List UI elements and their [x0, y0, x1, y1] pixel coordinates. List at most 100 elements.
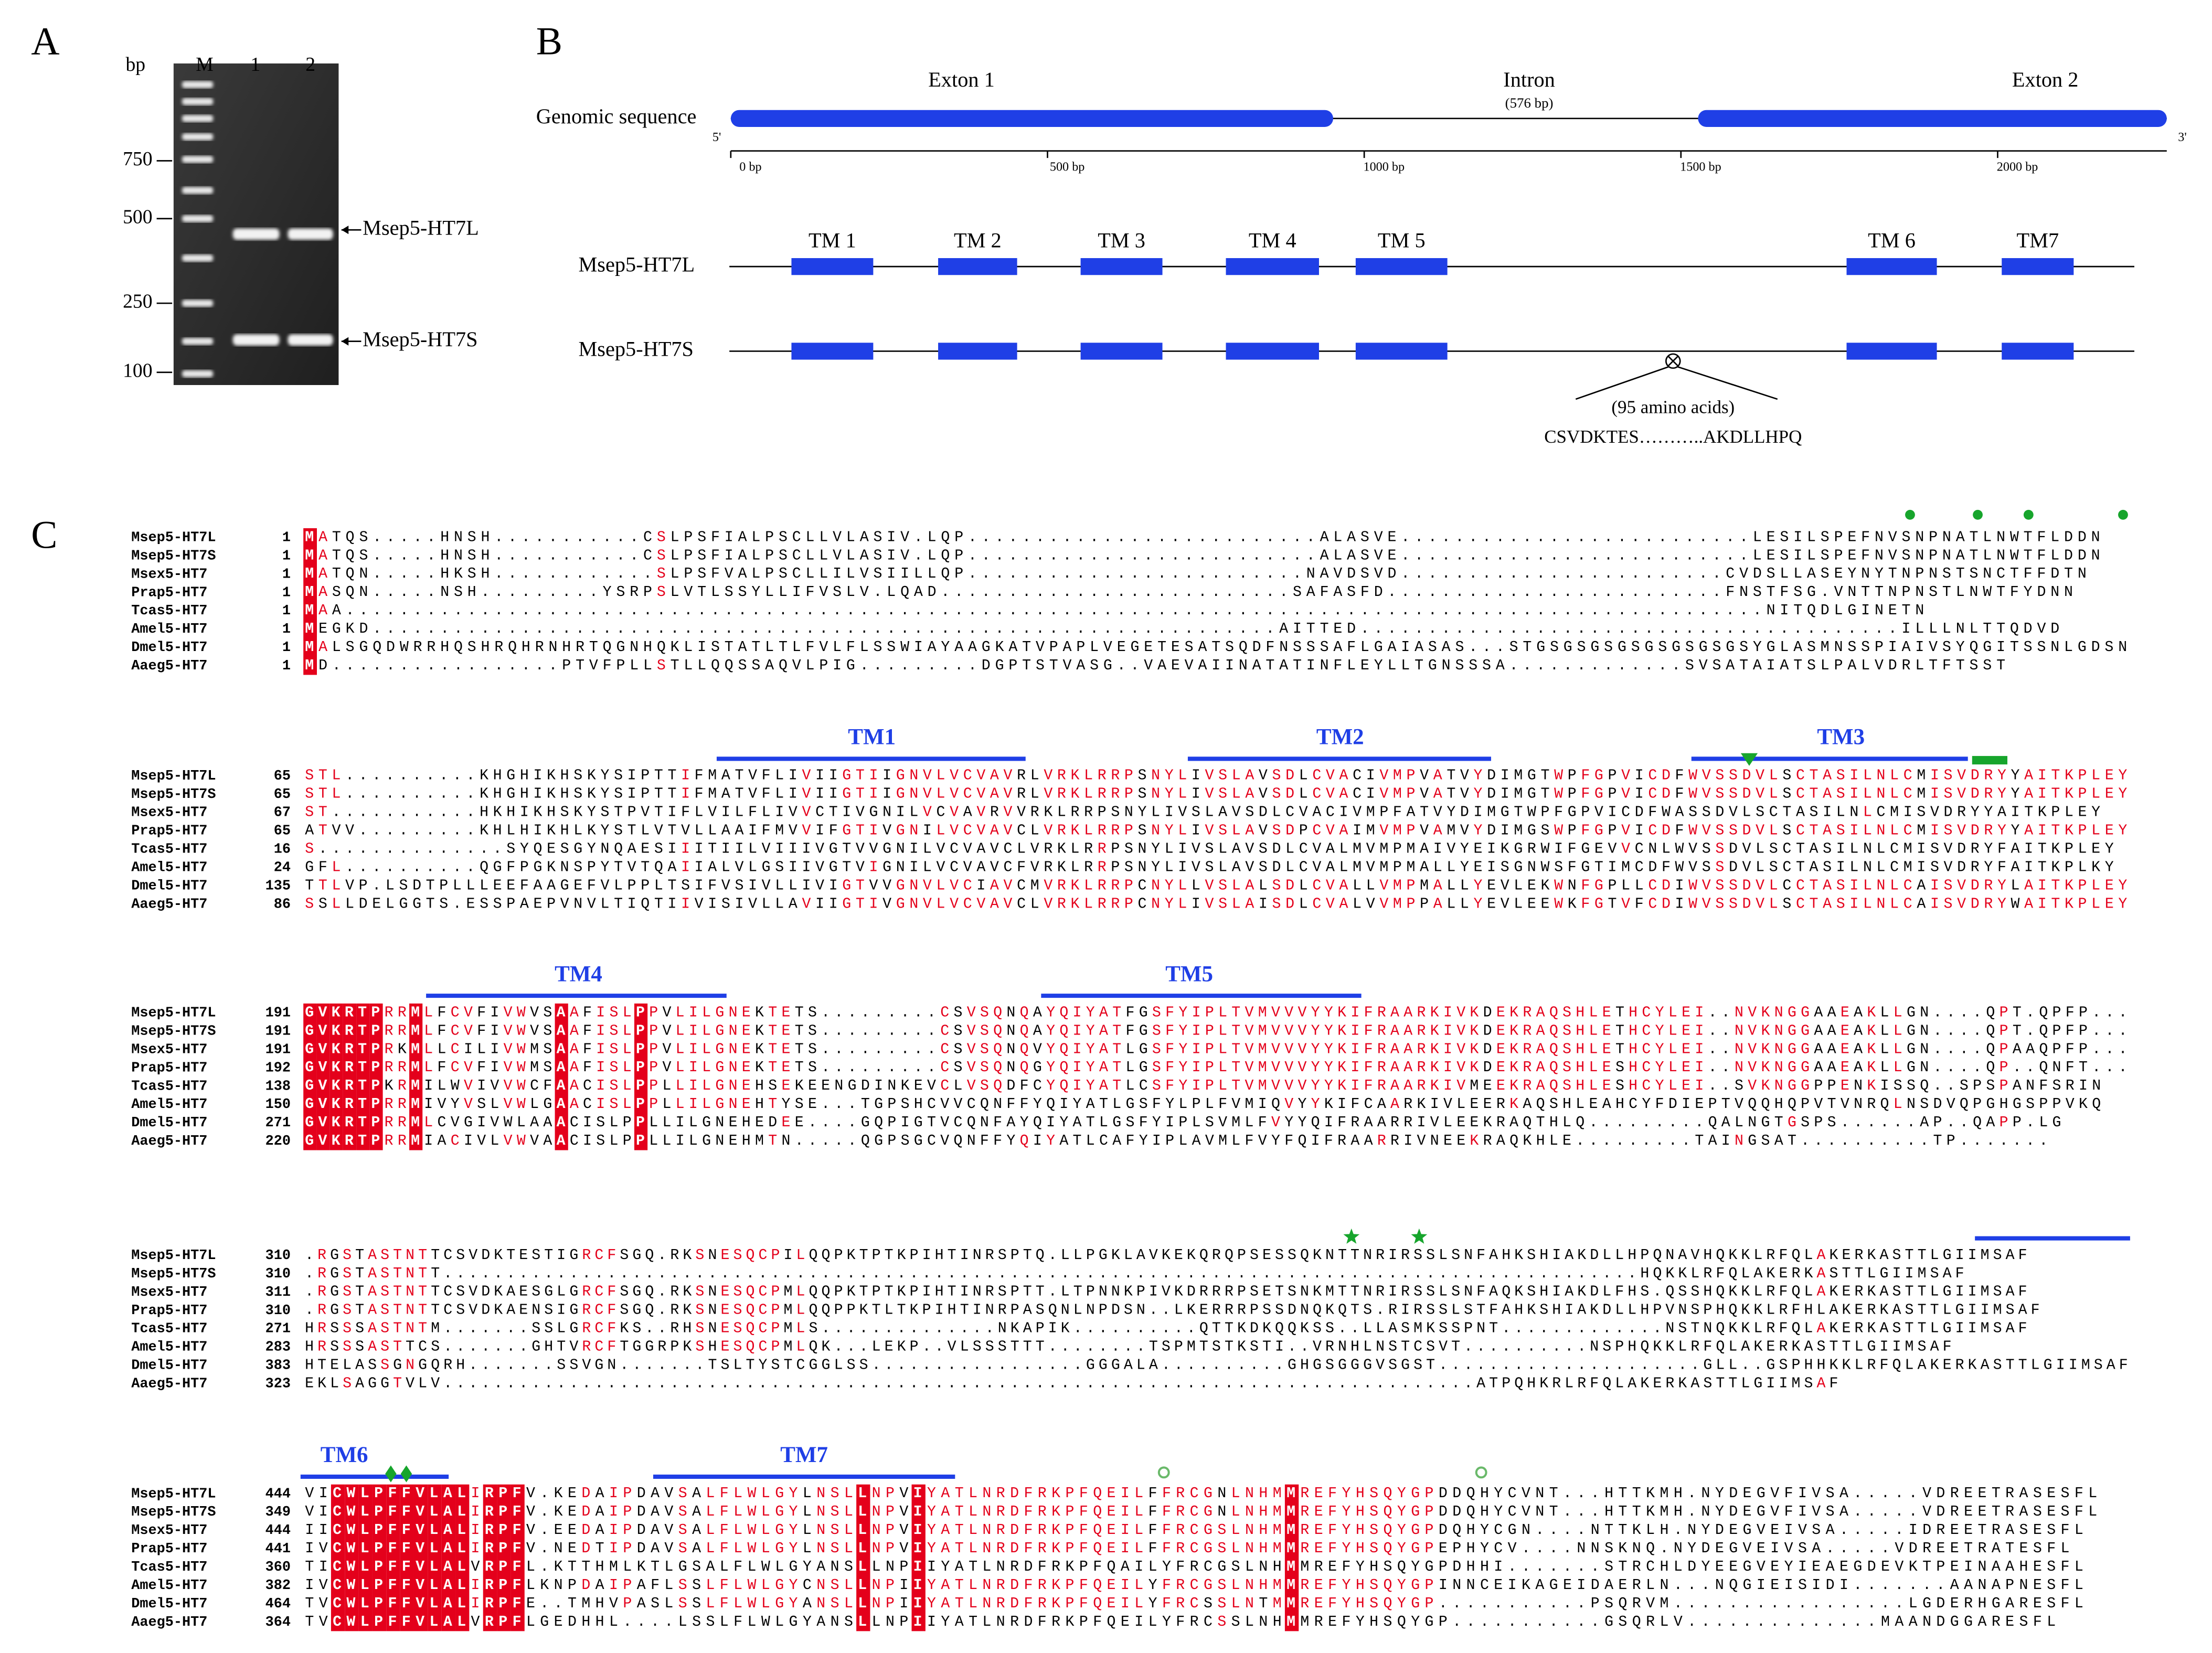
residue-run: LG	[530, 1097, 552, 1113]
sequence: M A TQS.....HNSH...........C S LPSFIALPSCLLV…	[305, 530, 2100, 546]
residue-run: A	[1854, 1005, 1863, 1021]
residue-run: NVKNGG	[1735, 1060, 1810, 1076]
sequence: M A A.....................................…	[305, 603, 1924, 620]
residue-run: CD	[1648, 786, 1671, 803]
residue-run: MREFYHSQYGPDHHI.......STRCHLDYEEGVEYIEAE…	[1300, 1559, 2083, 1575]
residue-run: GSAT..........TP.......	[1748, 1134, 2048, 1150]
residue-run: H	[708, 1339, 717, 1356]
sequence-start: 1	[282, 658, 291, 674]
residue-run: II	[815, 768, 838, 784]
residue-run: V	[1420, 768, 1429, 784]
residue-run: SGQ.RK	[620, 1284, 692, 1300]
exon-label: Exton 1	[928, 68, 995, 91]
tm-label: TM 1	[809, 229, 856, 252]
residue-run: I	[471, 1541, 480, 1557]
residue-run: MS	[530, 1042, 552, 1058]
residue-run: SFYIPLTVMVVVYYKIFRAARKIVK	[1152, 1042, 1479, 1058]
residue-run: L	[662, 1097, 671, 1113]
residue-run: LILGNE	[676, 1005, 751, 1021]
sequence-start: 135	[265, 879, 291, 894]
sequence-name: Amel5-HT7	[131, 622, 207, 637]
residue-run: F	[438, 1023, 446, 1040]
residue-run: HCYLEI	[1629, 1042, 1704, 1058]
ladder-band	[182, 81, 214, 89]
residue-run: ISVDRY	[1930, 786, 2006, 803]
residue-run: NVKNGG	[1735, 1042, 1810, 1058]
residue-run: T	[1615, 1042, 1624, 1058]
residue-run: GTI	[842, 786, 878, 803]
residue-run: WVSSDVL	[1688, 768, 1778, 784]
residue-run: S	[355, 1321, 364, 1337]
sequence-start: 283	[265, 1340, 291, 1356]
exon-label: Exton 2	[2012, 68, 2079, 91]
residue-run: CVA	[1312, 768, 1348, 784]
residue-run: TQN.....HKSH............	[332, 567, 652, 583]
sequence: . R G S T ASTNT T.............................…	[305, 1266, 1964, 1282]
residue-run: ..	[1708, 1042, 1730, 1058]
residue-run: IYATLNRDFRKPFQAILYFRCGSLNH	[927, 1559, 1282, 1575]
residue-run: AST	[368, 1339, 402, 1356]
identity-column	[331, 1484, 345, 1631]
residue-run: ME	[1470, 1079, 1492, 1095]
residue-run: ISVDRY	[1930, 897, 2006, 913]
residue-run: LFLWLGY	[706, 1596, 797, 1612]
residue-run: VI	[305, 1505, 327, 1521]
residue-run: VSLA	[1205, 878, 1254, 894]
residue-run: SQN.....NSH.........YSRP	[332, 585, 652, 601]
dna-band	[232, 334, 280, 346]
sequence-name: Dmel5-HT7	[131, 879, 207, 894]
residue-run: P	[636, 1097, 645, 1113]
residue-run: H	[305, 1321, 314, 1337]
residue-run: PLL	[1608, 878, 1644, 894]
residue-run: M	[305, 567, 314, 583]
residue-run: W	[1554, 823, 1563, 839]
residue-run: P	[649, 1097, 658, 1113]
residue-run: S	[953, 1023, 962, 1040]
residue-run: V	[976, 805, 985, 821]
residue-run: FRCGSLNHM	[1162, 1541, 1282, 1557]
residue-run: CI	[1353, 786, 1375, 803]
residue-run: ..........QGFPGKNSPYTVTQA	[345, 860, 676, 876]
residue-run: VW	[504, 1005, 526, 1021]
residue-run: K	[1867, 1005, 1876, 1021]
residue-run: K	[1470, 1134, 1479, 1150]
residue-run: VSQ	[967, 1023, 1002, 1040]
residue-run: S	[678, 1486, 687, 1502]
glycosylation-site	[1905, 509, 1915, 520]
residue-run: Y	[1148, 1596, 1157, 1612]
residue-run: RPF	[485, 1577, 522, 1594]
residue-run: F	[583, 1060, 592, 1076]
residue-run: VMP	[1379, 786, 1415, 803]
residue-run: CVA	[1312, 823, 1348, 839]
residue-run: V	[899, 1523, 908, 1539]
residue-run: Y	[1474, 897, 1483, 913]
residue-run: F	[1148, 1486, 1157, 1502]
residue-run: VW	[504, 1042, 526, 1058]
residue-run: GNILVCVAVCFVRKLR	[882, 860, 1093, 876]
residue-run: I	[1635, 823, 1644, 839]
sequence-start: 444	[265, 1523, 291, 1539]
residue-run: V.KE	[526, 1486, 577, 1502]
residue-run: RCF	[582, 1321, 616, 1337]
sequence-start: 220	[265, 1134, 291, 1149]
sequence: GF L ..........QGFPGKNSPYTVTQA I IALVLGSIIVG…	[305, 860, 2114, 876]
residue-run: HCYLEI	[1629, 1005, 1704, 1021]
sequence: STL ..........KHGHIKHSKYSIPTT I FMATVFLI V II…	[305, 768, 2127, 784]
residue-run: D	[581, 1523, 590, 1539]
residue-run: A	[963, 805, 972, 821]
residue-run: N	[1854, 1079, 1863, 1095]
residue-run: LG	[1125, 1060, 1147, 1076]
residue-run: P	[1420, 897, 1429, 913]
residue-run: DAV	[637, 1486, 674, 1502]
residue-run: FMATVFLI	[695, 768, 797, 784]
residue-run: L	[332, 897, 341, 913]
identity-column	[372, 1484, 387, 1631]
residue-run: TV	[1447, 786, 1469, 803]
sequence-name: Msex5-HT7	[131, 1523, 207, 1539]
sequence: TI CWLPFFVLAL V RPF L.KTTHMLKTLGSALFLWLGYANS…	[305, 1559, 2083, 1575]
residue-run: C	[940, 1079, 949, 1095]
residue-run: YQIYAT	[1046, 1079, 1121, 1095]
residue-run: V	[662, 1042, 671, 1058]
residue-run: II	[305, 1523, 327, 1539]
residue-run: ESQCP	[720, 1284, 780, 1300]
